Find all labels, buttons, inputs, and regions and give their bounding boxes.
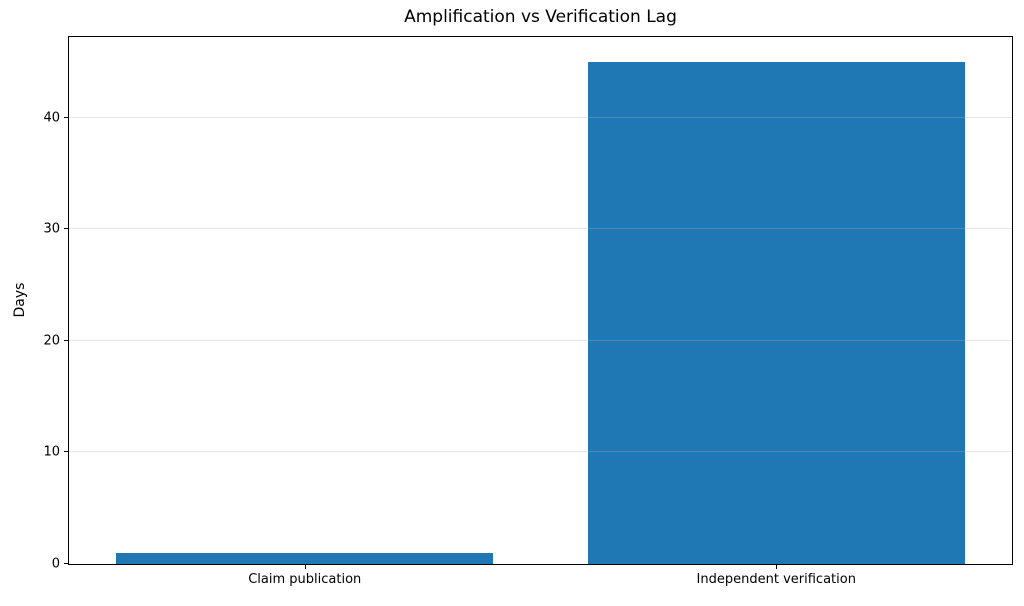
y-tick-label: 40 <box>43 110 60 126</box>
y-tick-mark <box>64 339 68 341</box>
y-tick-label: 10 <box>43 444 60 460</box>
y-tick-mark <box>64 563 68 564</box>
y-tick-label: 0 <box>51 556 60 572</box>
y-tick-mark <box>64 116 68 118</box>
plot-area: 0 10 20 30 40 Claim publication Independent v… <box>43 36 1013 587</box>
x-tick-label: Independent verification <box>696 572 856 587</box>
x-tick-mark <box>776 565 778 569</box>
x-tick-label: Claim publication <box>248 572 362 587</box>
x-tick-mark <box>304 565 306 569</box>
bar <box>587 62 965 564</box>
y-tick-label: 20 <box>43 333 60 349</box>
y-axis-label: Days <box>12 282 28 318</box>
y-tick-mark <box>64 451 68 453</box>
chart-title: Amplification vs Verification Lag <box>404 7 677 27</box>
y-tick-label: 30 <box>43 221 60 237</box>
bar <box>116 552 494 564</box>
y-tick-mark <box>64 228 68 230</box>
